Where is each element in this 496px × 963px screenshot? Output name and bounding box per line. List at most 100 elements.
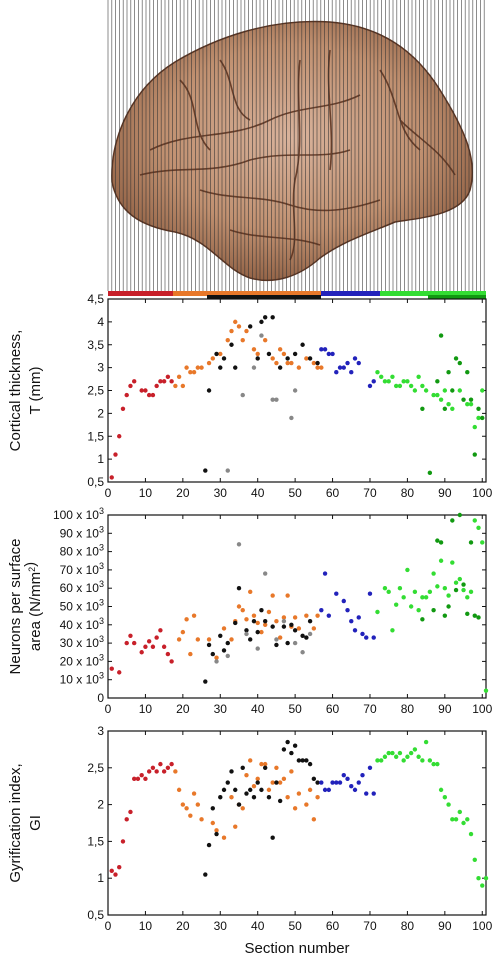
data-point (468, 589, 474, 595)
data-point (315, 780, 320, 785)
data-point (401, 379, 406, 384)
data-point (450, 518, 455, 523)
data-point (233, 787, 238, 793)
data-point (229, 637, 234, 642)
data-point (248, 758, 253, 763)
data-point (150, 644, 156, 649)
data-point (446, 604, 451, 609)
data-point (367, 591, 373, 596)
panel-gyrification-index: 0 10 20 30 40 50 60 70 80 90 100 0,5 1 1,5 2 2,5 3 Gyrifi… (7, 724, 493, 957)
data-point (191, 370, 197, 375)
section-lines (107, 0, 485, 291)
data-point (371, 791, 376, 796)
panel-cortical-thickness: 0 10 20 30 40 50 60 70 80 90 100 0,5 1 1,5 2 2,5 3 3,5 4 4,… (7, 292, 493, 500)
data-point (206, 637, 212, 642)
data-point (465, 402, 470, 407)
data-point (109, 475, 114, 480)
data-point (143, 776, 148, 782)
data-point (397, 750, 403, 756)
data-point (307, 618, 313, 624)
data-point (375, 758, 380, 763)
data-point (120, 406, 126, 411)
x-tick-label: 90 (438, 486, 452, 500)
data-point (270, 593, 275, 598)
data-point (438, 787, 444, 793)
data-point (341, 772, 346, 778)
data-point (442, 795, 448, 800)
data-point (255, 776, 260, 782)
data-point (251, 784, 257, 789)
data-point (446, 370, 451, 375)
data-point (225, 780, 230, 785)
y-axis-label: Neurons per surface (7, 539, 24, 675)
x-tick-label: 50 (288, 486, 302, 500)
data-point (225, 640, 230, 646)
data-point (191, 613, 197, 618)
data-point (292, 743, 298, 748)
data-point (203, 679, 208, 684)
data-point (259, 319, 264, 325)
data-point (420, 383, 425, 389)
plot-frame (107, 514, 487, 699)
data-point (304, 802, 309, 807)
data-point (259, 629, 264, 635)
data-point (135, 776, 141, 782)
data-point (165, 765, 171, 770)
data-point (304, 356, 309, 361)
data-point (416, 607, 421, 613)
data-point (206, 842, 212, 848)
data-point (292, 388, 298, 393)
data-point (435, 392, 440, 398)
y-tick-label: 3,5 (87, 338, 104, 352)
data-point (311, 817, 317, 822)
data-point (109, 868, 114, 874)
data-point (206, 642, 212, 648)
data-point (322, 347, 328, 352)
data-point (431, 607, 436, 613)
data-point (427, 470, 433, 476)
data-point (468, 402, 474, 407)
data-point (292, 806, 298, 811)
data-point (184, 365, 189, 370)
data-point (225, 653, 230, 659)
data-point (117, 434, 122, 439)
data-point (423, 739, 429, 745)
data-point (337, 365, 343, 370)
region-bar-darkgreen (428, 295, 486, 299)
data-point (289, 415, 294, 421)
data-point (214, 655, 219, 660)
x-tick-label: 0 (105, 486, 112, 500)
data-point (274, 765, 279, 770)
data-point (435, 379, 440, 384)
data-point (229, 769, 234, 774)
x-tick-label: 60 (326, 702, 340, 716)
data-point (161, 644, 167, 649)
data-point (483, 876, 489, 881)
data-point (367, 765, 373, 770)
data-point (304, 613, 309, 618)
data-point (472, 613, 477, 618)
data-point (274, 397, 279, 402)
data-point (337, 780, 343, 785)
data-point (214, 831, 219, 837)
data-point (270, 397, 275, 402)
data-point (457, 809, 463, 815)
data-point (281, 624, 287, 629)
data-point (274, 642, 279, 648)
data-point (131, 640, 137, 646)
region-bar-orange (173, 291, 321, 296)
x-tick-label: 80 (401, 486, 415, 500)
data-point (285, 739, 290, 745)
data-point (221, 648, 227, 653)
data-point (438, 558, 444, 563)
data-point (416, 374, 421, 379)
data-point (131, 379, 137, 384)
y-tick-label: 2,5 (87, 384, 104, 398)
x-tick-label: 20 (176, 919, 190, 933)
data-point (382, 754, 388, 759)
data-point (319, 365, 324, 370)
data-point (270, 356, 275, 361)
data-point (390, 628, 395, 633)
data-point (468, 540, 474, 545)
data-point (218, 365, 223, 370)
